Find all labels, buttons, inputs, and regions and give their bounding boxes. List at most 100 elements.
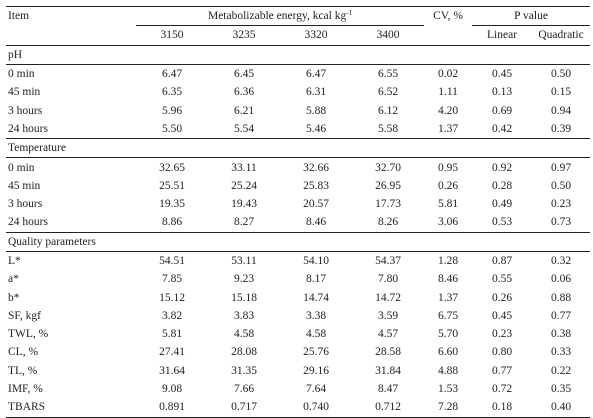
cell-value: 32.66	[303, 161, 329, 174]
cell-p-quadratic: 0.22	[550, 364, 572, 377]
cell-cv: 4.20	[437, 104, 459, 117]
row-label: 24 hours	[8, 216, 48, 229]
header-item: Item	[6, 5, 136, 26]
cell-value: 8.17	[305, 273, 327, 286]
table-row: TWL, % 5.81 4.58 4.58 4.57 5.70 0.23 0.38	[6, 325, 590, 343]
cell-cv: 3.06	[437, 216, 459, 229]
cell-p-linear: 0.45	[491, 309, 513, 322]
cell-cv: 1.37	[437, 122, 459, 135]
cell-value: 33.11	[231, 161, 257, 174]
cell-value: 5.54	[233, 122, 255, 135]
cell-cv: 0.02	[437, 68, 459, 81]
cell-value: 4.58	[305, 328, 327, 341]
header-row-2: 3150 3235 3320 3400 Linear Quadratic	[6, 25, 591, 46]
table-row: 3 hours 19.35 19.43 20.57 17.73 5.81 0.49 0.23	[6, 195, 590, 213]
row-label: 45 min	[8, 86, 41, 99]
section-header-row: pH	[6, 44, 591, 65]
cell-value: 28.08	[231, 346, 257, 359]
cell-p-linear: 0.49	[491, 198, 513, 211]
cell-value: 26.95	[375, 179, 401, 192]
cell-cv: 1.28	[437, 255, 459, 267]
cell-p-quadratic: 0.39	[550, 122, 572, 135]
cell-cv: 0.95	[437, 161, 459, 174]
cell-value: 5.46	[305, 122, 327, 135]
table-row: 45 min 6.35 6.36 6.31 6.52 1.11 0.13 0.15	[6, 83, 590, 101]
cell-p-quadratic: 0.33	[550, 346, 572, 359]
cell-value: 7.64	[305, 383, 327, 396]
cell-cv: 1.11	[438, 86, 458, 99]
row-label: TWL, %	[8, 328, 49, 341]
cell-value: 6.55	[377, 68, 399, 81]
cell-value: 0.891	[136, 398, 208, 418]
cell-cv: 7.28	[424, 398, 473, 418]
section-title: Quality parameters	[6, 231, 591, 252]
cell-p-linear: 0.77	[491, 364, 513, 377]
cell-value: 54.51	[159, 255, 185, 267]
cell-value: 0.717	[208, 398, 280, 418]
table-row: 24 hours 8.86 8.27 8.46 8.26 3.06 0.53 0.73	[6, 213, 590, 232]
cell-value: 6.31	[305, 86, 327, 99]
row-label: a*	[8, 273, 19, 286]
cell-value: 7.66	[233, 383, 255, 396]
cell-p-linear: 0.26	[491, 291, 513, 304]
cell-cv: 8.46	[437, 273, 459, 286]
cell-value: 6.47	[161, 68, 183, 81]
cell-value: 31.35	[231, 364, 257, 377]
cell-p-quadratic: 0.77	[550, 309, 572, 322]
header-metabolizable-energy: Metabolizable energy, kcal kg-1	[136, 5, 425, 27]
cell-p-quadratic: 0.15	[550, 86, 572, 99]
cell-value: 25.24	[231, 179, 257, 192]
cell-p-linear: 0.18	[472, 398, 533, 418]
row-label: SF, kgf	[8, 309, 41, 322]
header-linear: Linear	[472, 25, 533, 46]
cell-value: 29.16	[303, 364, 329, 377]
row-label: 0 min	[8, 161, 35, 174]
cell-value: 31.84	[375, 364, 401, 377]
cell-cv: 5.70	[437, 328, 459, 341]
cell-value: 4.57	[377, 328, 399, 341]
table-row: 0 min 32.65 33.11 32.66 32.70 0.95 0.92 0.97	[6, 158, 590, 177]
cell-value: 8.86	[161, 216, 183, 229]
cell-p-linear: 0.42	[491, 122, 513, 135]
cell-value: 19.35	[159, 198, 185, 211]
cell-value: 8.47	[377, 383, 399, 396]
table-row: b* 15.12 15.18 14.74 14.72 1.37 0.26 0.88	[6, 288, 590, 306]
cell-value: 8.46	[305, 216, 327, 229]
cell-p-quadratic: 0.35	[550, 383, 572, 396]
header-row-1: Item Metabolizable energy, kcal kg-1 CV,…	[6, 5, 591, 27]
cell-value: 14.74	[303, 291, 329, 304]
cell-value: 6.45	[233, 68, 255, 81]
cell-p-linear: 0.92	[491, 161, 513, 174]
table-row: TBARS 0.891 0.717 0.740 0.712 7.28 0.18 0.40	[6, 398, 591, 418]
cell-value: 8.26	[377, 216, 399, 229]
cell-value: 3.82	[161, 309, 183, 322]
row-label: TL, %	[8, 364, 38, 377]
row-label: 0 min	[8, 68, 35, 81]
cell-value: 9.08	[161, 383, 183, 396]
row-label: b*	[8, 291, 20, 304]
cell-value: 8.27	[233, 216, 255, 229]
cell-p-quadratic: 0.38	[550, 328, 572, 341]
table-row: SF, kgf 3.82 3.83 3.38 3.59 6.75 0.45 0.77	[6, 307, 590, 325]
section-header-row: Temperature	[6, 138, 591, 159]
cell-value: 3.83	[233, 309, 255, 322]
header-blank	[6, 25, 136, 46]
cell-p-quadratic: 0.32	[550, 255, 572, 267]
cell-cv: 1.53	[437, 383, 459, 396]
header-level: 3235	[208, 25, 280, 46]
cell-cv: 6.75	[437, 309, 459, 322]
cell-value: 7.85	[161, 273, 183, 286]
row-label: 45 min	[8, 179, 41, 192]
table-row: 0 min 6.47 6.45 6.47 6.55 0.02 0.45 0.50	[6, 64, 590, 83]
header-cv: CV, %	[424, 5, 473, 26]
cell-p-quadratic: 0.23	[550, 198, 572, 211]
cell-p-quadratic: 0.88	[550, 291, 572, 304]
cell-value: 32.65	[159, 161, 185, 174]
row-label: L*	[8, 255, 21, 267]
table-row: a* 7.85 9.23 8.17 7.80 8.46 0.55 0.06	[6, 270, 590, 288]
cell-value: 6.21	[233, 104, 255, 117]
cell-value: 3.59	[377, 309, 399, 322]
cell-value: 25.76	[303, 346, 329, 359]
cell-p-quadratic: 0.50	[550, 68, 572, 81]
cell-p-quadratic: 0.50	[550, 179, 572, 192]
